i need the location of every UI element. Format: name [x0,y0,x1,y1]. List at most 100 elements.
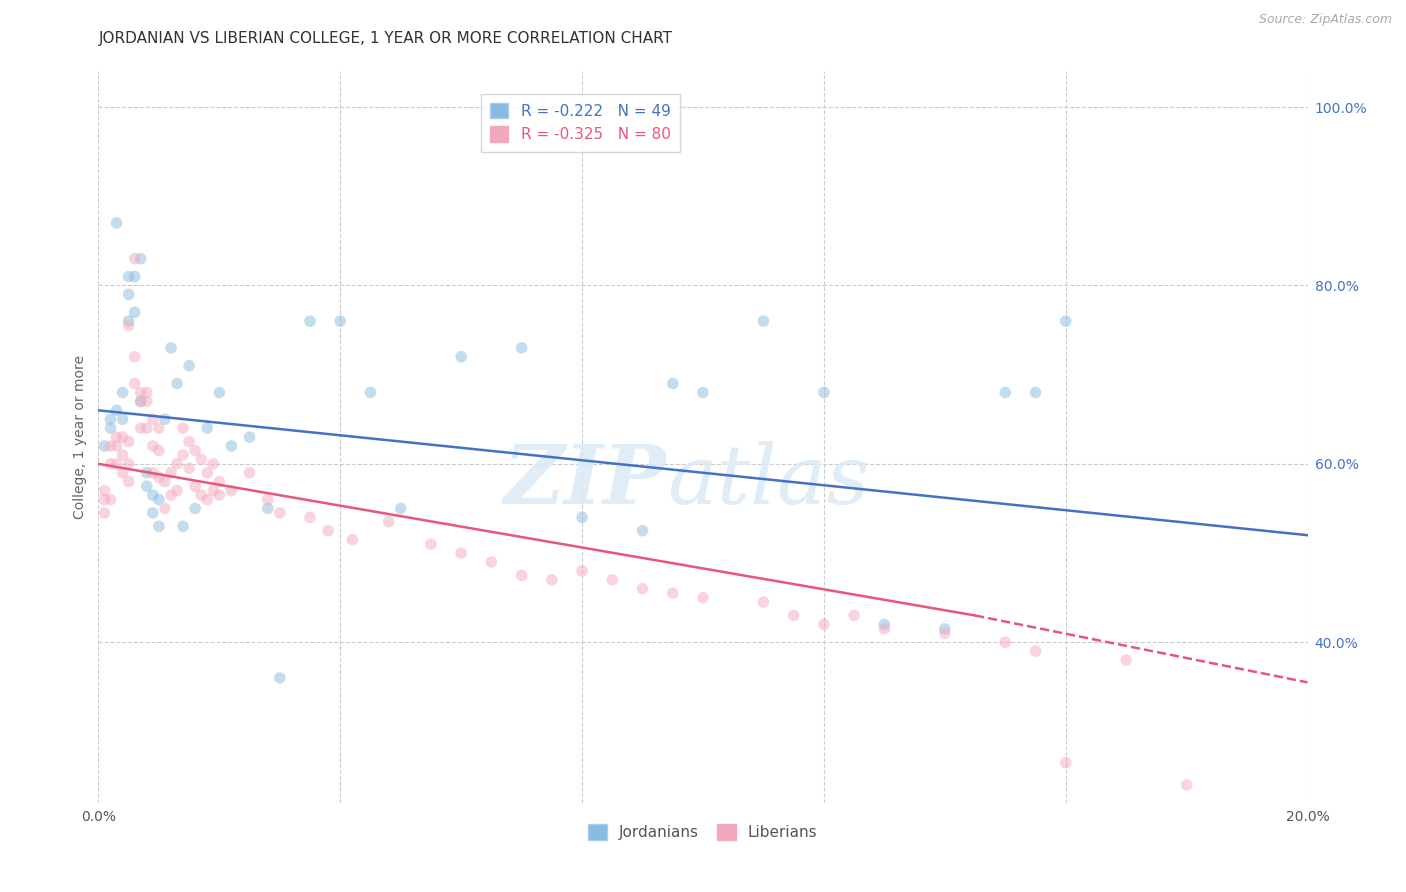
Text: ZIP: ZIP [505,441,666,521]
Point [100,457,122,471]
Point [172,448,194,462]
Point [329,314,352,328]
Point [148,443,170,458]
Point [450,350,472,364]
Point [153,501,176,516]
Point [377,515,399,529]
Point [1024,385,1046,400]
Point [752,314,775,328]
Point [129,421,152,435]
Point [129,385,152,400]
Point [184,501,207,516]
Point [256,501,278,516]
Point [124,269,146,284]
Point [239,430,262,444]
Point [153,412,176,426]
Point [124,305,146,319]
Point [111,430,134,444]
Point [631,524,654,538]
Point [540,573,562,587]
Point [602,573,624,587]
Point [934,626,956,640]
Point [105,457,128,471]
Point [571,564,593,578]
Point [135,466,157,480]
Point [172,519,194,533]
Point [239,466,262,480]
Point [166,376,188,391]
Point [202,457,225,471]
Point [148,519,170,533]
Point [148,421,170,435]
Point [111,466,134,480]
Point [342,533,364,547]
Point [184,479,207,493]
Point [221,483,243,498]
Point [934,622,956,636]
Point [118,269,141,284]
Point [93,492,115,507]
Point [692,591,714,605]
Point [118,287,141,301]
Point [105,430,128,444]
Point [166,457,188,471]
Point [124,376,146,391]
Point [135,479,157,493]
Text: atlas: atlas [666,441,869,521]
Point [1054,314,1077,328]
Point [129,252,152,266]
Point [142,488,165,502]
Point [124,350,146,364]
Point [93,506,115,520]
Point [100,439,122,453]
Point [148,492,170,507]
Point [100,492,122,507]
Point [118,314,141,328]
Point [172,421,194,435]
Point [160,488,183,502]
Point [184,443,207,458]
Point [208,385,231,400]
Point [195,421,218,435]
Point [118,475,141,489]
Point [118,457,141,471]
Point [179,461,201,475]
Point [179,359,201,373]
Point [752,595,775,609]
Point [1054,756,1077,770]
Point [160,341,183,355]
Point [195,466,218,480]
Point [316,524,339,538]
Point [100,412,122,426]
Point [299,314,322,328]
Point [93,439,115,453]
Point [166,483,188,498]
Point [105,403,128,417]
Point [571,510,593,524]
Point [135,385,157,400]
Point [111,385,134,400]
Point [93,483,115,498]
Point [105,439,128,453]
Point [783,608,806,623]
Point [148,470,170,484]
Point [661,586,683,600]
Point [111,448,134,462]
Point [129,394,152,409]
Y-axis label: College, 1 year or more: College, 1 year or more [73,355,87,519]
Point [813,617,835,632]
Point [153,475,176,489]
Point [100,421,122,435]
Point [269,506,291,520]
Point [631,582,654,596]
Point [360,385,382,400]
Point [179,434,201,449]
Point [105,216,128,230]
Point [208,488,231,502]
Point [142,439,165,453]
Point [135,394,157,409]
Point [844,608,866,623]
Point [190,488,212,502]
Point [873,617,896,632]
Point [1024,644,1046,658]
